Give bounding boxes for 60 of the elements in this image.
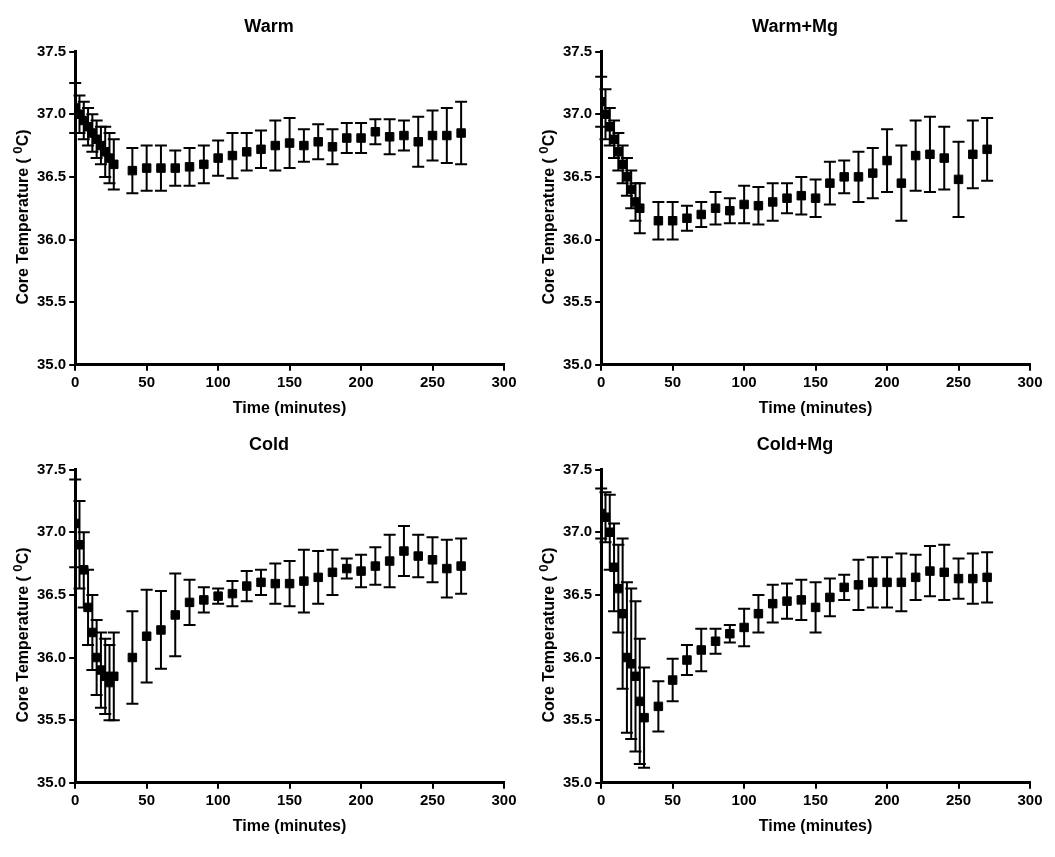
y-tick-label: 37.0 <box>562 522 593 540</box>
x-tick-label: 50 <box>664 372 682 390</box>
x-tick-label: 100 <box>205 790 231 808</box>
x-axis-title: Time (minutes) <box>758 398 873 416</box>
x-tick-label: 50 <box>664 790 682 808</box>
x-tick-label: 300 <box>491 790 517 808</box>
chart-title: Cold <box>249 433 289 454</box>
x-tick-label: 0 <box>597 790 606 808</box>
x-axis-title: Time (minutes) <box>232 398 347 416</box>
x-tick-label: 0 <box>597 372 606 390</box>
x-tick-label: 200 <box>348 790 374 808</box>
x-tick-label: 200 <box>348 372 374 390</box>
y-tick-label: 36.5 <box>562 167 593 185</box>
x-tick-label: 250 <box>946 790 972 808</box>
y-tick-label: 37.0 <box>562 104 593 122</box>
x-tick-label: 300 <box>1017 790 1043 808</box>
y-tick-label: 36.5 <box>562 585 593 603</box>
y-tick-label: 37.5 <box>562 459 593 477</box>
y-tick-label: 36.5 <box>36 585 67 603</box>
chart-title: Warm <box>244 15 294 36</box>
y-tick-label: 37.5 <box>562 41 593 59</box>
x-axis-title: Time (minutes) <box>758 816 873 834</box>
chart-title: Cold+Mg <box>756 433 834 454</box>
x-tick-label: 300 <box>491 372 517 390</box>
y-tick-label: 35.0 <box>562 354 593 372</box>
x-tick-label: 100 <box>731 372 757 390</box>
y-tick-label: 36.0 <box>36 229 67 247</box>
y-tick-label: 35.0 <box>36 772 67 790</box>
x-tick-label: 250 <box>420 790 446 808</box>
y-tick-label: 37.5 <box>36 459 67 477</box>
x-axis-title: Time (minutes) <box>232 816 347 834</box>
chart-title: Warm+Mg <box>752 15 838 36</box>
x-tick-label: 100 <box>205 372 231 390</box>
x-tick-label: 100 <box>731 790 757 808</box>
x-tick-label: 150 <box>277 790 303 808</box>
y-tick-label: 36.0 <box>36 647 67 665</box>
y-tick-label: 37.0 <box>36 104 67 122</box>
y-tick-label: 36.0 <box>562 229 593 247</box>
x-tick-label: 0 <box>71 790 80 808</box>
x-tick-label: 150 <box>277 372 303 390</box>
x-tick-label: 50 <box>138 372 156 390</box>
y-tick-label: 37.0 <box>36 522 67 540</box>
x-tick-label: 150 <box>803 372 829 390</box>
x-tick-label: 150 <box>803 790 829 808</box>
y-tick-label: 35.0 <box>36 354 67 372</box>
y-tick-label: 35.5 <box>36 292 67 310</box>
x-tick-label: 250 <box>420 372 446 390</box>
x-tick-label: 200 <box>874 372 900 390</box>
y-tick-label: 36.5 <box>36 167 67 185</box>
x-tick-label: 250 <box>946 372 972 390</box>
y-tick-label: 35.0 <box>562 772 593 790</box>
y-tick-label: 36.0 <box>562 647 593 665</box>
y-tick-label: 37.5 <box>36 41 67 59</box>
y-tick-label: 35.5 <box>36 710 67 728</box>
x-tick-label: 0 <box>71 372 80 390</box>
x-tick-label: 200 <box>874 790 900 808</box>
y-tick-label: 35.5 <box>562 292 593 310</box>
y-tick-label: 35.5 <box>562 710 593 728</box>
x-tick-label: 50 <box>138 790 156 808</box>
x-tick-label: 300 <box>1017 372 1043 390</box>
